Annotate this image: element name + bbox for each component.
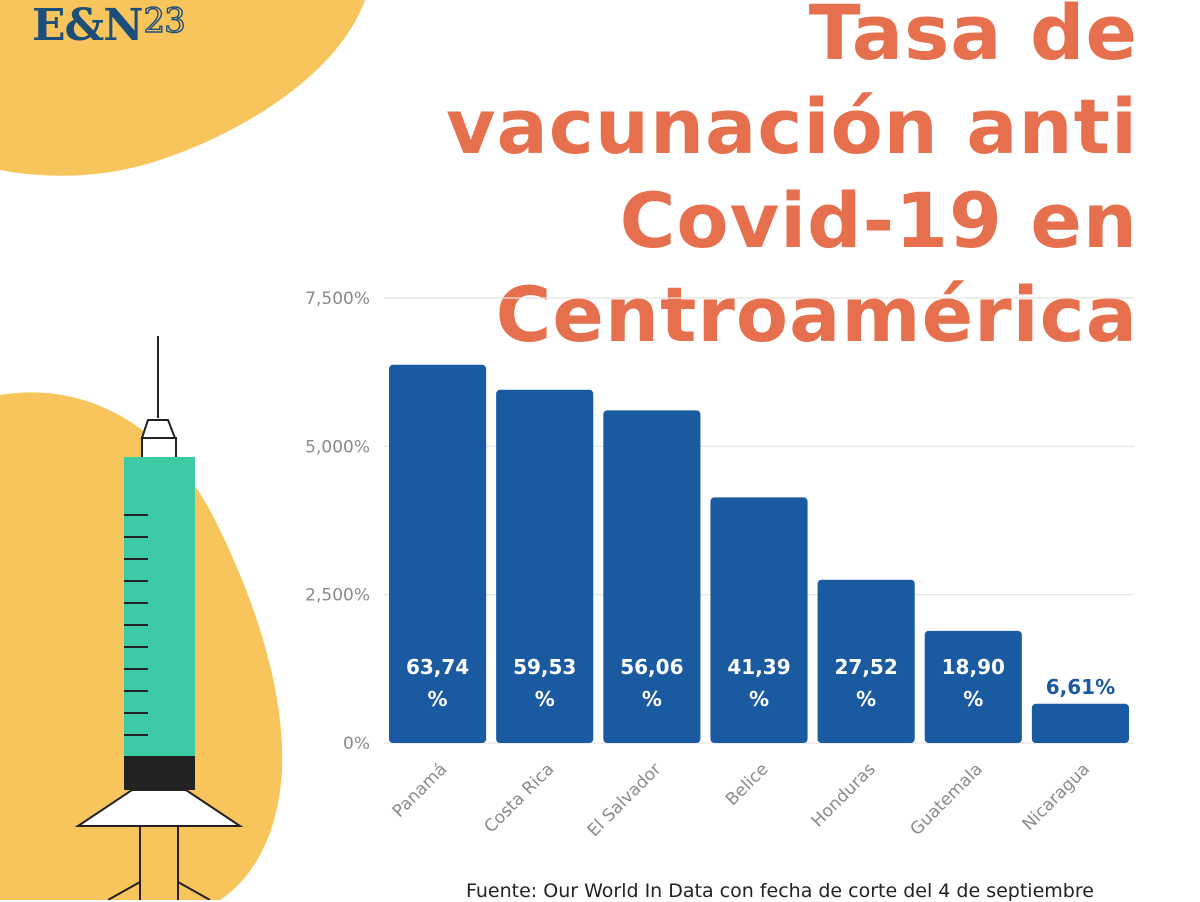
x-tick-label: Nicaragua (1019, 759, 1094, 834)
data-label: 63,74% (406, 655, 469, 711)
x-tick-label: Belice (722, 759, 772, 809)
syringe-icon (74, 336, 244, 900)
logo-text: E&N (32, 0, 143, 51)
bar-Guatemala (924, 630, 1022, 743)
bar-Costa Rica (496, 389, 594, 743)
y-axis-ticks: 0% 2,500% 5,000% 7,500% (305, 289, 370, 754)
x-tick-label: El Salvador (584, 759, 666, 841)
bar-Belice (710, 497, 808, 743)
x-tick-label: Costa Rica (481, 759, 559, 837)
x-tick-label: Panamá (389, 759, 451, 821)
data-label: 56,06% (620, 655, 683, 711)
y-tick-label: 7,500% (305, 289, 370, 309)
top-left-blob (0, 0, 365, 176)
brand-logo: E&N23 (32, 0, 187, 51)
source-note: Fuente: Our World In Data con fecha de c… (466, 880, 1094, 902)
bar-Nicaragua (1031, 703, 1129, 743)
x-tick-label: Honduras (808, 759, 880, 831)
title-line-4: Centroamérica (495, 270, 1138, 359)
data-label: 18,90% (942, 655, 1005, 711)
bar-El Salvador (603, 410, 701, 743)
title-line-1: Tasa de (808, 0, 1138, 77)
x-axis-ticks: Panamá Costa Rica El Salvador Belice Hondura… (389, 759, 1094, 841)
data-label: 6,61% (1046, 675, 1115, 699)
bars (389, 364, 1129, 743)
y-tick-label: 5,000% (305, 437, 370, 457)
title-line-3: Covid-19 en (619, 176, 1138, 265)
data-labels: 63,74 % 59,53 % 56,06 % 41,39 % 27,52 % 18,90 % 6,61… (406, 655, 1115, 711)
x-tick-label: Guatemala (906, 759, 986, 839)
bar-Panamá (389, 364, 487, 743)
data-label: 27,52% (835, 655, 898, 711)
y-tick-label: 2,500% (305, 586, 370, 606)
bar-Honduras (817, 579, 915, 743)
chart-title: Tasa de vacunación anti Covid-19 en Cent… (318, 0, 1138, 362)
data-label: 41,39% (727, 655, 790, 711)
data-label: 59,53% (513, 655, 576, 711)
logo-number: 23 (143, 0, 187, 41)
y-tick-label: 0% (343, 734, 370, 754)
title-line-2: vacunación anti (445, 82, 1138, 171)
